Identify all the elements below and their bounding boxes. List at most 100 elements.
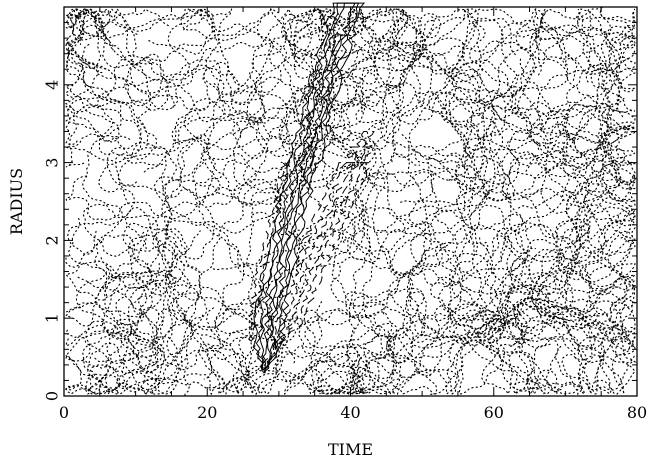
zero-contour [515, 8, 636, 159]
zero-contour [254, 8, 479, 124]
zero-contour [565, 121, 636, 257]
zero-contour [430, 209, 637, 395]
zero-contour [477, 305, 637, 395]
x-tick-label: 40 [340, 403, 360, 422]
zero-contour [452, 313, 546, 395]
zero-contour [77, 228, 188, 316]
zero-contour [450, 271, 574, 327]
zero-contour [63, 8, 318, 157]
zero-contour [446, 236, 636, 395]
zero-contour [65, 215, 162, 327]
zero-contour [344, 291, 565, 396]
x-tick-label: 80 [627, 403, 647, 422]
zero-contour [455, 314, 631, 396]
positive-contour [252, 2, 366, 369]
zero-contour [534, 127, 629, 395]
zero-contour [491, 47, 636, 227]
zero-contour [495, 238, 608, 297]
zero-contour [134, 147, 194, 396]
zero-contour [65, 8, 216, 205]
zero-contour [304, 232, 505, 359]
x-tick-label: 20 [197, 403, 217, 422]
zero-contour [331, 131, 489, 285]
zero-contour [535, 24, 637, 179]
zero-contour [211, 228, 471, 322]
zero-contour [331, 153, 493, 337]
zero-contour [65, 8, 149, 146]
zero-contour [292, 7, 625, 202]
zero-contour [417, 247, 599, 325]
zero-contour [167, 66, 313, 205]
zero-contour [544, 8, 636, 221]
zero-contour [183, 272, 323, 396]
zero-contour [391, 91, 507, 245]
y-tick-label: 2 [43, 235, 62, 245]
zero-contour [181, 7, 397, 160]
zero-contour [408, 91, 574, 290]
zero-contour [428, 72, 636, 178]
zero-contour [444, 17, 541, 98]
zero-contour [279, 101, 359, 207]
zero-contour [231, 243, 428, 395]
y-tick-label: 4 [43, 80, 62, 90]
zero-contour [239, 7, 365, 115]
zero-contour [379, 77, 504, 226]
zero-contour [250, 152, 365, 254]
zero-contour [391, 7, 536, 128]
zero-contour [69, 8, 169, 107]
zero-contour [89, 337, 246, 395]
zero-contour [206, 307, 431, 396]
zero-contour [65, 83, 257, 199]
zero-contour [563, 206, 636, 351]
zero-contour [288, 8, 365, 79]
zero-contour [378, 224, 505, 330]
y-tick-label: 0 [43, 391, 62, 401]
zero-contour [65, 8, 214, 74]
zero-contour [448, 8, 560, 329]
zero-contour [199, 159, 296, 366]
zero-contour-layer [63, 7, 638, 396]
zero-contour [351, 220, 451, 396]
x-tick-label: 0 [59, 403, 69, 422]
zero-contour [404, 8, 637, 118]
zero-contour [420, 284, 636, 356]
zero-contour [274, 65, 543, 216]
negative-contour [274, 131, 375, 350]
zero-contour [104, 259, 208, 396]
zero-contour [400, 163, 590, 312]
zero-contour [361, 200, 617, 395]
zero-contour [337, 34, 569, 204]
zero-contour [146, 259, 256, 396]
zero-contour [463, 80, 621, 209]
zero-contour [282, 254, 526, 395]
zero-contour [63, 100, 226, 168]
zero-contour [341, 27, 491, 244]
zero-contour [64, 65, 165, 166]
zero-contour [129, 8, 323, 151]
zero-contour [177, 106, 335, 381]
x-tick-labels: 0 20 40 60 80 [59, 403, 647, 422]
zero-contour [122, 161, 321, 301]
zero-contour [65, 269, 253, 371]
zero-contour [417, 37, 622, 165]
zero-contour [556, 125, 636, 275]
zero-contour [505, 7, 590, 147]
zero-contour [244, 327, 460, 396]
zero-contour [434, 140, 558, 295]
y-tick-label: 1 [43, 313, 62, 323]
zero-contour [104, 207, 204, 395]
zero-contour [372, 8, 434, 163]
zero-contour [536, 218, 636, 313]
zero-contour [75, 267, 178, 395]
negative-contour [272, 146, 373, 348]
zero-contour [84, 257, 165, 395]
x-axis-title: TIME [328, 440, 373, 459]
zero-contour [354, 172, 464, 338]
zero-contour [317, 170, 450, 395]
zero-contour [304, 147, 496, 270]
zero-contour [278, 69, 425, 159]
zero-contour [505, 297, 637, 396]
zero-contour [430, 276, 582, 395]
zero-contour [280, 67, 376, 190]
zero-contour [310, 7, 403, 142]
